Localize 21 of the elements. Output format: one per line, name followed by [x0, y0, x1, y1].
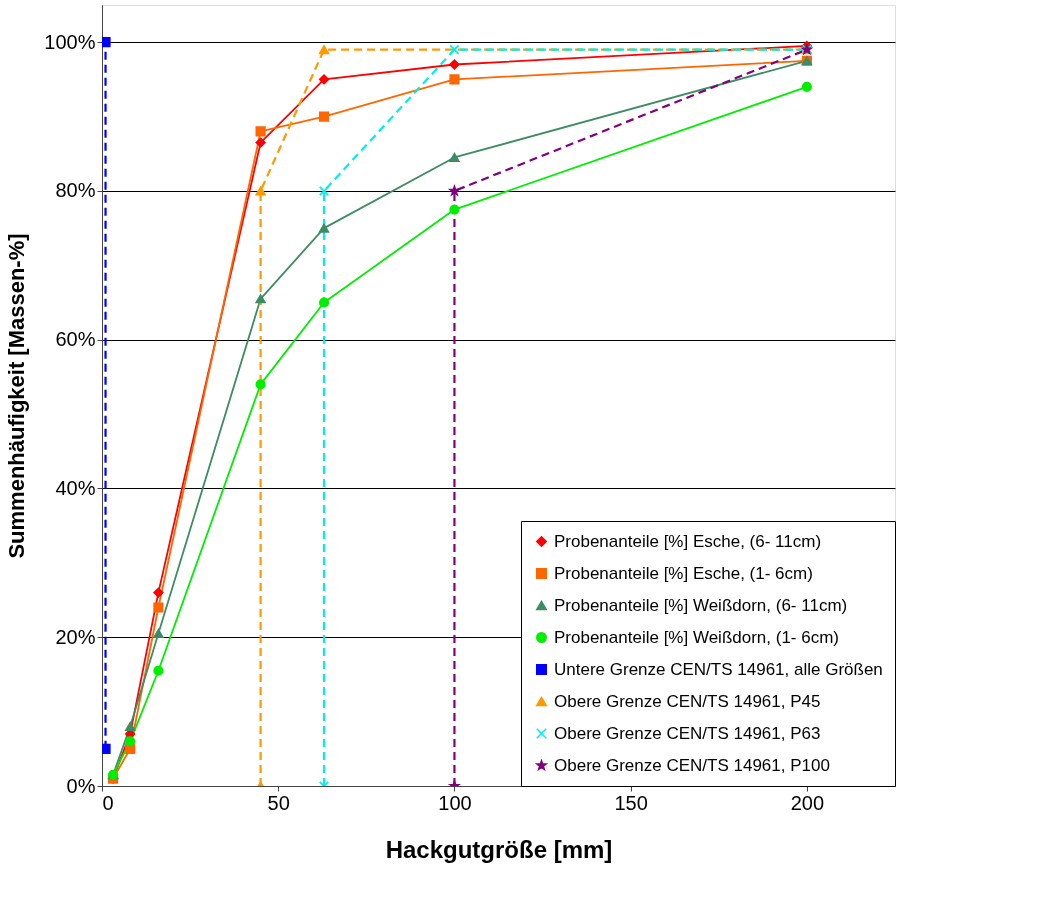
legend-label: Untere Grenze CEN/TS 14961, alle Größen — [554, 659, 883, 679]
legend-label: Probenanteile [%] Esche, (6- 11cm) — [554, 531, 822, 551]
y-tick-label: 40% — [55, 476, 96, 499]
x-tick-label: 100 — [438, 791, 472, 814]
y-tick-label: 60% — [55, 328, 96, 351]
y-tick-label: 20% — [55, 625, 96, 648]
y-tick-label: 80% — [55, 179, 96, 202]
x-axis-title: Hackgutgröße [mm] — [385, 835, 613, 863]
x-tick-label: 150 — [614, 791, 648, 814]
legend-label: Obere Grenze CEN/TS 14961, P100 — [554, 755, 830, 775]
legend-label: Obere Grenze CEN/TS 14961, P45 — [554, 691, 821, 711]
y-tick-label: 0% — [66, 774, 96, 797]
legend-label: Obere Grenze CEN/TS 14961, P63 — [554, 723, 821, 743]
x-tick-label: 0 — [102, 791, 114, 814]
x-tick-label: 200 — [790, 791, 825, 814]
legend-label: Probenanteile [%] Weißdorn, (6- 11cm) — [554, 595, 848, 615]
y-axis-title: Summenhäufigkeit [Massen-%] — [4, 233, 30, 559]
y-tick-label: 100% — [44, 30, 96, 53]
legend-label: Probenanteile [%] Weißdorn, (1- 6cm) — [554, 627, 840, 647]
x-tick-label: 50 — [267, 791, 290, 814]
legend-label: Probenanteile [%] Esche, (1- 6cm) — [554, 563, 813, 583]
